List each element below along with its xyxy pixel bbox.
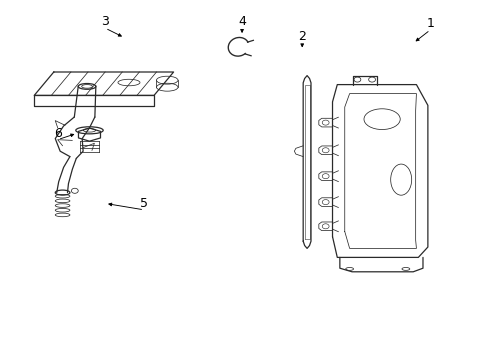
Text: 2: 2: [298, 30, 305, 42]
Text: 4: 4: [238, 15, 245, 28]
Text: 3: 3: [101, 15, 109, 28]
Text: 6: 6: [54, 127, 61, 140]
Text: 5: 5: [140, 197, 148, 210]
Text: 1: 1: [426, 17, 433, 30]
